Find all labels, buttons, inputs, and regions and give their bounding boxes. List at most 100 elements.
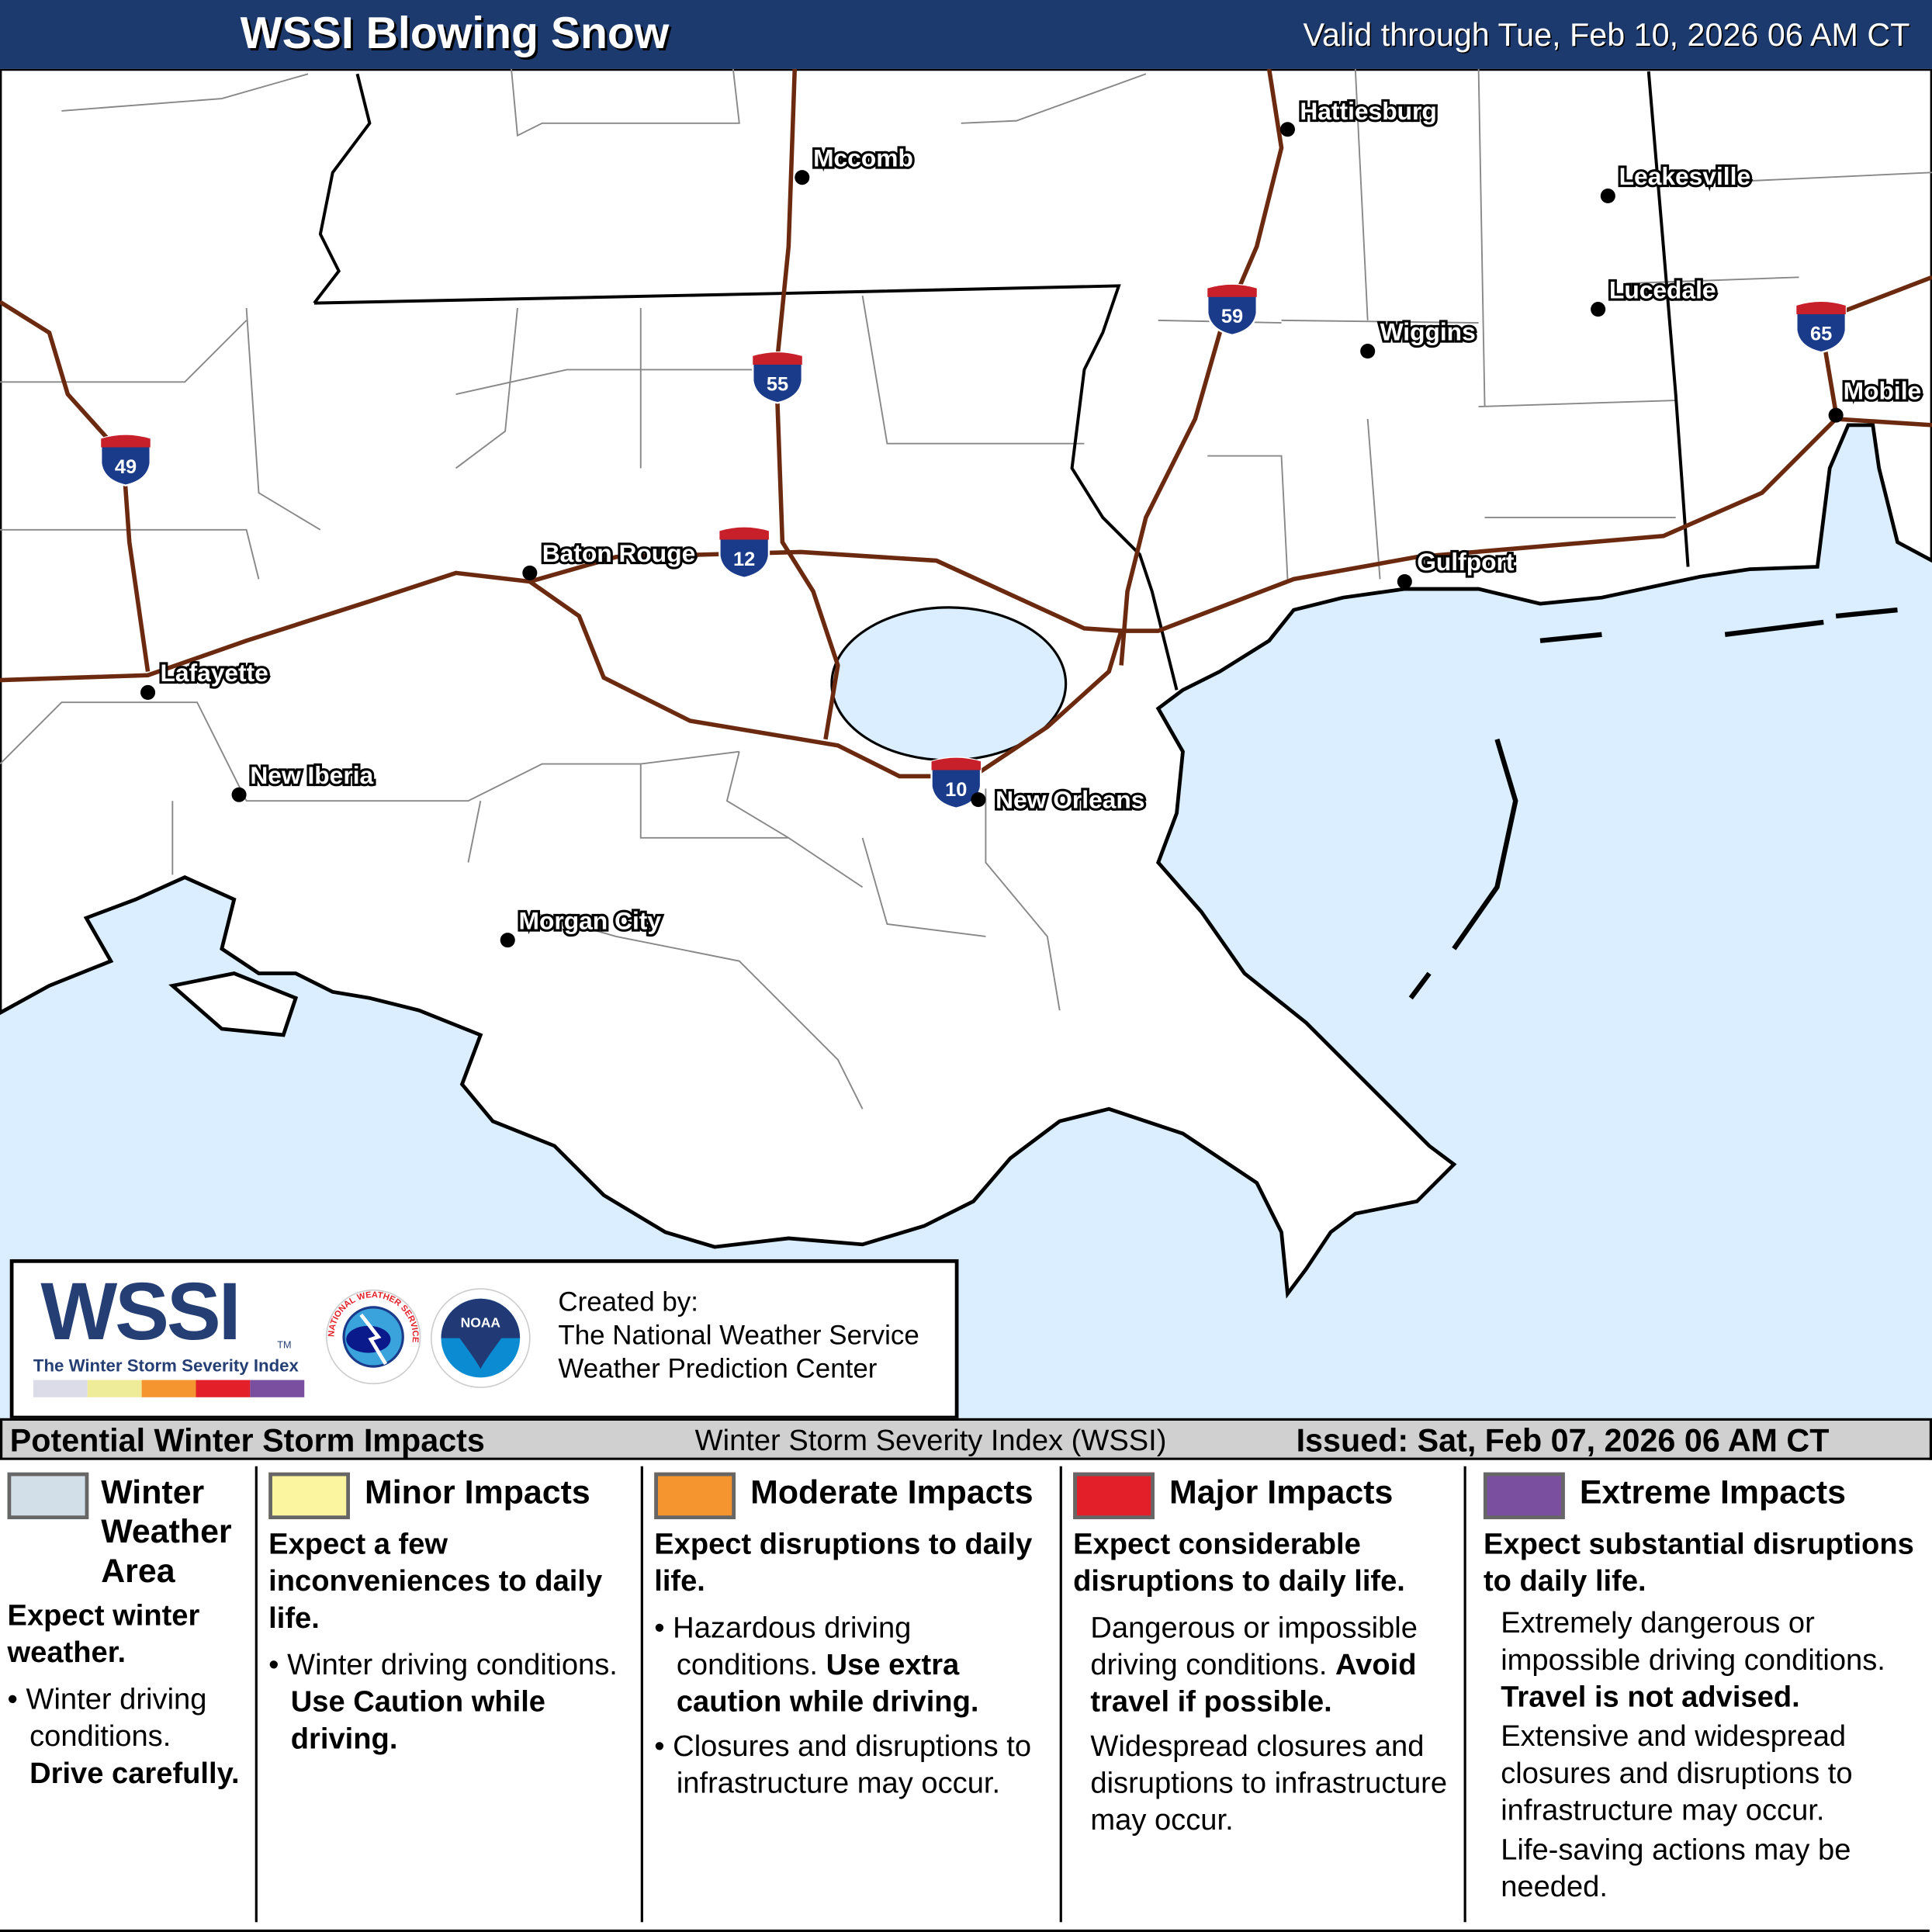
marsh-island: [168, 971, 299, 1037]
legend-bullet: • Winter driving conditions. Drive caref…: [7, 1683, 240, 1791]
city-marker: Gulfport: [1397, 545, 1517, 590]
legend-text: Extremely dangerous or impossible drivin…: [1501, 1606, 1885, 1714]
city-label: Mobile: [1844, 377, 1922, 405]
legend-summary: Expect a few inconveniences to daily lif…: [268, 1528, 603, 1636]
city-label: Baton Rouge: [542, 539, 696, 567]
legend-divider: [1463, 1466, 1466, 1923]
city-label: Gulfport: [1417, 548, 1515, 576]
credits: Created by: The National Weather Service…: [558, 1285, 919, 1385]
city-dot: [1279, 122, 1295, 137]
issued-time: Issued: Sat, Feb 07, 2026 06 AM CT: [1296, 1421, 1830, 1459]
wssi-tm: TM: [277, 1339, 292, 1351]
city-label: New Iberia: [250, 761, 373, 789]
interstate-shield-icon: 59: [1207, 283, 1258, 337]
i-59-route: [1119, 68, 1284, 666]
city-label: New Orleans: [995, 786, 1144, 814]
legend-winter-weather: Winter Weather Area Expect winter weathe…: [0, 1460, 255, 1926]
city-dot: [1600, 188, 1615, 204]
state-lines: [313, 71, 1690, 691]
map: 49 55 12 10 59 65 Hattiesburg Mccomb Leakesvill…: [0, 68, 1932, 1418]
interstate-number: 59: [1221, 306, 1243, 327]
legend-text: Dangerous or impossible driving conditio…: [1090, 1612, 1418, 1719]
legend-extreme: Extreme Impacts Expect substantial disru…: [1467, 1460, 1930, 1926]
city-marker: Morgan City: [500, 904, 664, 948]
legend-bullet-2: • Closures and disruptions to infrastruc…: [654, 1729, 1032, 1801]
legend-heading: Potential Winter Storm Impacts: [9, 1421, 485, 1459]
wssi-color-scale: [33, 1380, 305, 1397]
city-dot: [1397, 574, 1412, 590]
legend-major: Major Impacts Expect considerable disrup…: [1063, 1460, 1463, 1926]
org-nws: The National Weather Service: [558, 1319, 919, 1351]
city-marker: Lafayette: [140, 656, 271, 700]
interstate-shield-icon: 55: [752, 351, 803, 404]
city-marker: Lucedale: [1591, 273, 1719, 317]
impact-legend: Winter Weather Area Expect winter weathe…: [0, 1459, 1930, 1932]
city-marker: Wiggins: [1360, 315, 1478, 359]
minor-swatch: [268, 1472, 350, 1520]
legend-moderate: Moderate Impacts Expect disruptions to d…: [645, 1460, 1060, 1926]
header: WSSI Blowing Snow Valid through Tue, Feb…: [0, 0, 1932, 69]
city-label: Hattiesburg: [1300, 97, 1436, 125]
nws-logo-icon: NATIONAL WEATHER SERVICE: [326, 1289, 421, 1385]
city-marker: Leakesville: [1600, 160, 1753, 204]
city-label: Wiggins: [1380, 317, 1476, 345]
legend-summary: Expect substantial disruptions to daily …: [1483, 1528, 1914, 1598]
noaa-logo-text: NOAA: [461, 1314, 501, 1330]
legend-divider: [1059, 1466, 1062, 1923]
interstate-number: 10: [945, 779, 967, 801]
city-dot: [1828, 407, 1844, 423]
legend-title: Extreme Impacts: [1579, 1473, 1847, 1511]
moderate-swatch: [654, 1472, 736, 1520]
city-marker: New Iberia: [231, 759, 376, 802]
city-dot: [1591, 302, 1606, 317]
i-49-route: [0, 299, 151, 672]
noaa-logo-icon: NOAA: [431, 1288, 531, 1388]
legend-text-3: Life-saving actions may be needed.: [1501, 1833, 1851, 1904]
city-label: Lucedale: [1609, 275, 1716, 303]
city-marker: Hattiesburg: [1279, 95, 1439, 137]
legend-title: Winter Weather Area: [101, 1473, 232, 1590]
city-marker: Mobile: [1828, 374, 1923, 423]
barrier-islands: [1408, 607, 1898, 1000]
city-label: Morgan City: [519, 906, 662, 934]
org-wpc: Weather Prediction Center: [558, 1352, 878, 1384]
city-dot: [140, 684, 156, 700]
legend-summary: Expect considerable disruptions to daily…: [1073, 1528, 1405, 1598]
interstate-number: 65: [1810, 323, 1832, 345]
i-55-route: [774, 68, 840, 740]
interstate-number: 49: [115, 456, 137, 478]
winter-swatch: [7, 1472, 89, 1520]
legend-text-2: Widespread closures and disruptions to i…: [1090, 1729, 1448, 1837]
legend-title: Major Impacts: [1169, 1473, 1394, 1511]
logo-panel: WSSI TM The Winter Storm Severity Index …: [9, 1259, 959, 1420]
city-dot: [231, 787, 247, 802]
city-label: Leakesville: [1619, 162, 1750, 190]
legend-title: Minor Impacts: [365, 1473, 590, 1511]
wssi-logo: WSSI: [40, 1265, 241, 1357]
interstate-shield-icon: 49: [100, 434, 151, 486]
city-dot: [500, 933, 515, 948]
wssi-name: Winter Storm Severity Index (WSSI): [694, 1424, 1167, 1458]
city-marker: New Orleans: [971, 784, 1148, 816]
legend-divider: [254, 1466, 258, 1923]
valid-through: Valid through Tue, Feb 10, 2026 06 AM CT: [1303, 16, 1910, 54]
extreme-swatch: [1483, 1472, 1565, 1520]
legend-bullet: • Winter driving conditions. Use Caution…: [268, 1648, 618, 1756]
city-dot: [1360, 344, 1376, 359]
legend-title: Moderate Impacts: [750, 1473, 1034, 1511]
city-dot: [522, 565, 538, 580]
city-label: Lafayette: [160, 659, 268, 687]
legend-title-bar: Potential Winter Storm Impacts Winter St…: [0, 1418, 1932, 1460]
legend-divider: [640, 1466, 643, 1923]
interstate-shield-icon: 12: [718, 526, 770, 579]
interstate-shield-icon: 10: [930, 757, 982, 809]
legend-bullet: • Hazardous driving conditions. Use extr…: [654, 1612, 979, 1719]
legend-summary: Expect disruptions to daily life.: [654, 1528, 1033, 1598]
city-dot: [971, 792, 986, 808]
city-dot: [795, 170, 810, 185]
city-marker: Mccomb: [795, 141, 916, 185]
i-12-route: [529, 549, 1122, 633]
map-title: WSSI Blowing Snow: [240, 7, 670, 58]
interstate-shield-icon: 65: [1795, 300, 1847, 354]
